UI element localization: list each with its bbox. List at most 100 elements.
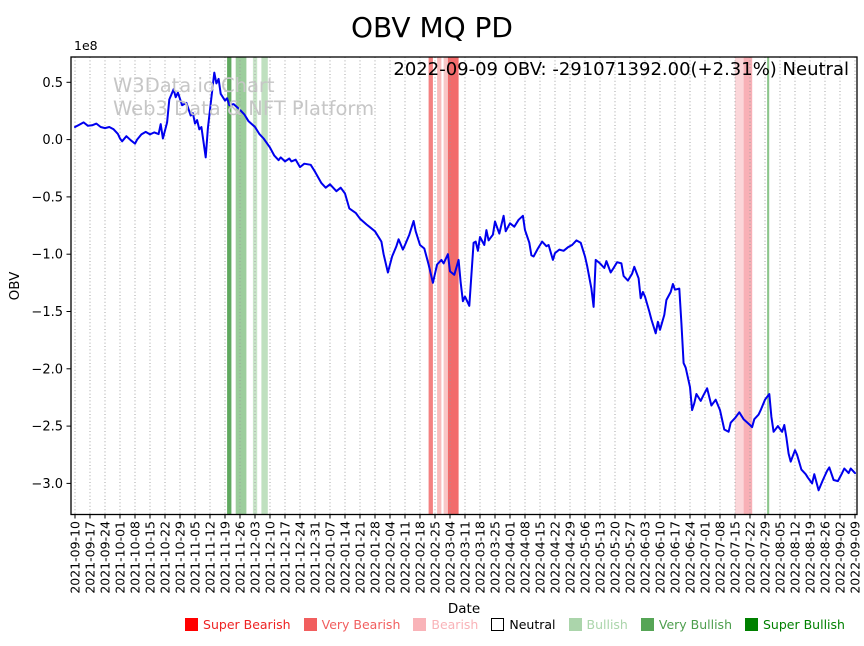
legend-swatch-icon (640, 618, 654, 631)
y-tick-label: −1.0 (31, 248, 63, 263)
x-tick-label: 2022-07-22 (743, 521, 758, 594)
signal-band (428, 57, 433, 515)
legend-swatch-icon (303, 618, 317, 631)
x-tick-label: 2022-07-15 (728, 521, 743, 594)
y-tick-label: −0.5 (31, 190, 63, 205)
x-tick-label: 2022-08-26 (818, 521, 833, 594)
legend-item-bearish: Bearish (413, 617, 478, 632)
x-tick-label: 2022-01-14 (338, 521, 353, 594)
x-tick-label: 2022-07-01 (698, 521, 713, 594)
x-tick-label: 2021-11-19 (218, 521, 233, 594)
watermark-line1: W3Data.io Chart (113, 74, 275, 97)
signal-band (447, 57, 459, 515)
legend-item-super-bearish: Super Bearish (185, 617, 291, 632)
y-axis-offset-label: 1e8 (74, 38, 98, 53)
legend-label: Super Bullish (763, 617, 845, 632)
signal-bands-layer (227, 57, 770, 515)
y-tick-label: −2.0 (31, 362, 63, 377)
x-tick-label: 2021-12-10 (263, 521, 278, 594)
x-tick-label: 2022-03-25 (488, 521, 503, 594)
obv-value-annotation: 2022-09-09 OBV: -291071392.00(+2.31%) Ne… (393, 59, 849, 80)
legend-label: Bullish (586, 617, 628, 632)
x-tick-label: 2022-04-22 (548, 521, 563, 594)
signal-band (235, 57, 247, 515)
legend-item-bullish: Bullish (568, 617, 628, 632)
x-tick-label: 2022-02-04 (383, 521, 398, 594)
x-tick-label: 2022-06-03 (638, 521, 653, 594)
x-tick-label: 2021-10-01 (113, 521, 128, 594)
x-tick-label: 2021-10-15 (143, 521, 158, 594)
x-tick-label: 2021-11-26 (233, 521, 248, 594)
x-tick-label: 2021-12-31 (308, 521, 323, 594)
watermark-line2: Web3 Data & NFT Platform (113, 97, 374, 120)
signal-band (767, 57, 770, 515)
plot-frame (70, 56, 858, 516)
legend-label: Bearish (431, 617, 479, 632)
x-tick-label: 2022-06-10 (653, 521, 668, 594)
y-tick-label: 0.5 (42, 76, 63, 91)
x-tick-label: 2022-03-04 (443, 521, 458, 594)
x-tick-label: 2022-06-17 (668, 521, 683, 594)
x-tick-label: 2022-03-18 (473, 521, 488, 594)
x-tick-label: 2022-03-11 (458, 521, 473, 594)
chart-title: OBV MQ PD (351, 11, 513, 44)
x-tick-label: 2021-12-17 (278, 521, 293, 594)
signal-band (261, 57, 268, 515)
signal-band (743, 57, 753, 515)
x-tick-label: 2022-09-02 (833, 521, 848, 594)
x-tick-label: 2021-12-24 (293, 521, 308, 594)
x-tick-label: 2022-06-24 (683, 521, 698, 594)
legend-item-very-bullish: Very Bullish (640, 617, 732, 632)
y-tick-label: −1.5 (31, 305, 63, 320)
x-tick-label: 2022-08-12 (788, 521, 803, 594)
x-tick-label: 2022-04-29 (563, 521, 578, 594)
y-tick-label: −3.0 (31, 477, 63, 492)
x-tick-label: 2021-11-05 (188, 521, 203, 594)
x-tick-label: 2022-01-07 (323, 521, 338, 594)
legend-item-neutral: Neutral (491, 617, 556, 632)
legend-item-very-bearish: Very Bearish (303, 617, 401, 632)
x-tick-label: 2021-09-10 (68, 521, 83, 594)
legend-label: Very Bearish (321, 617, 401, 632)
signal-band (443, 57, 448, 515)
legend-swatch-icon (491, 618, 505, 631)
x-tick-label: 2022-05-06 (578, 521, 593, 594)
gridlines-layer (74, 57, 856, 515)
legend-label: Very Bullish (658, 617, 732, 632)
legend-swatch-icon (185, 618, 199, 631)
x-tick-label: 2022-02-11 (398, 521, 413, 594)
legend-label: Super Bearish (203, 617, 291, 632)
x-tick-label: 2022-07-08 (713, 521, 728, 594)
signal-band (437, 57, 442, 515)
x-tick-label: 2021-10-22 (158, 521, 173, 594)
x-tick-label: 2022-04-01 (503, 521, 518, 594)
y-axis-ticks: 0.5 0.0 −0.5 −1.0 −1.5 −2.0 −2.5 −3.0 (31, 76, 71, 492)
x-tick-label: 2022-01-21 (353, 521, 368, 594)
y-tick-label: −2.5 (31, 420, 63, 435)
x-tick-label: 2021-09-17 (83, 521, 98, 594)
x-axis-label: Date (448, 601, 480, 617)
legend-label: Neutral (509, 617, 556, 632)
legend-swatch-icon (413, 618, 427, 631)
x-tick-label: 2022-08-05 (773, 521, 788, 594)
signal-band (735, 57, 744, 515)
x-tick-label: 2022-04-15 (533, 521, 548, 594)
x-tick-label: 2021-10-29 (173, 521, 188, 594)
x-tick-label: 2022-02-25 (428, 521, 443, 594)
signal-legend: Super Bearish Very Bearish Bearish Neutral B… (83, 617, 864, 632)
x-tick-label: 2021-10-08 (128, 521, 143, 594)
y-tick-label: 0.0 (42, 133, 63, 148)
x-tick-label: 2021-12-03 (248, 521, 263, 594)
obv-line-series (74, 71, 856, 492)
legend-item-super-bullish: Super Bullish (745, 617, 845, 632)
x-tick-label: 2022-09-09 (848, 521, 863, 594)
x-tick-label: 2022-08-19 (803, 521, 818, 594)
x-tick-label: 2021-11-12 (203, 521, 218, 594)
x-tick-label: 2022-04-08 (518, 521, 533, 594)
x-tick-label: 2022-05-13 (593, 521, 608, 594)
x-tick-label: 2022-01-28 (368, 521, 383, 594)
signal-band (227, 57, 232, 515)
legend-swatch-icon (568, 618, 582, 631)
